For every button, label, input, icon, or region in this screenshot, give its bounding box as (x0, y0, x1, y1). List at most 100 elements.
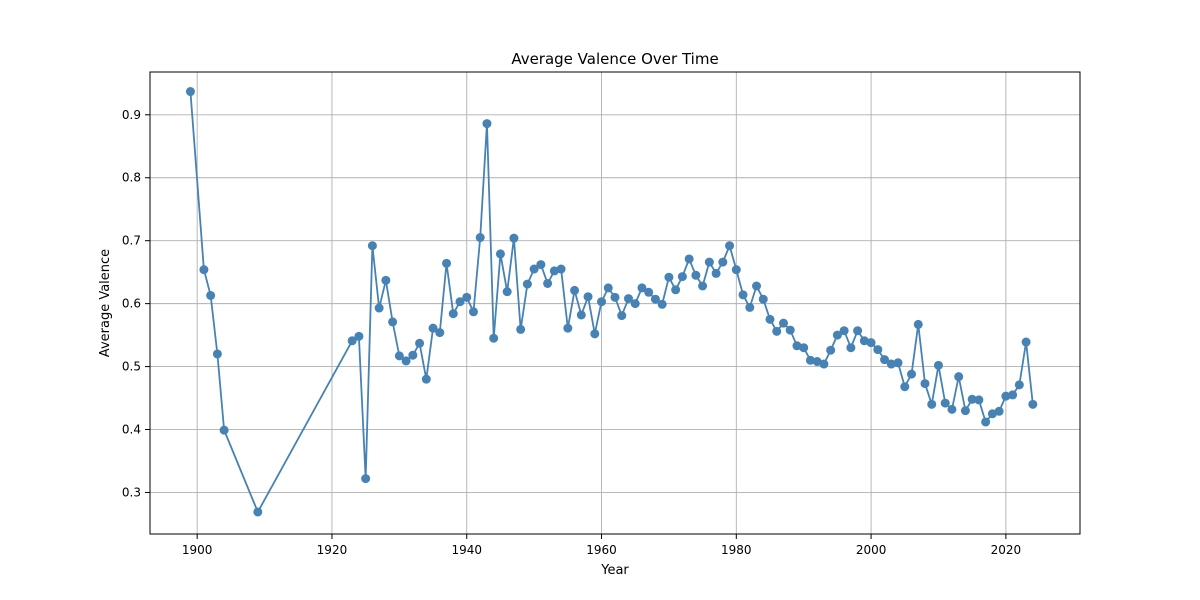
data-point (435, 328, 445, 338)
data-point (219, 425, 229, 435)
data-point (758, 294, 768, 304)
data-point (536, 260, 546, 270)
data-point (253, 507, 263, 517)
data-point (671, 285, 681, 295)
data-point (974, 395, 984, 405)
data-point (772, 326, 782, 336)
data-point (839, 326, 849, 336)
grid-lines (150, 72, 1080, 534)
data-point (421, 374, 431, 384)
y-tick-label: 0.7 (122, 234, 141, 248)
data-point (691, 270, 701, 280)
data-point (583, 292, 593, 302)
axes-layer: 1900 1920 1940 1960 1980 2000 2020 0.3 0.4 0.5 0.6… (122, 108, 1021, 557)
x-tick-label: 2000 (856, 543, 887, 557)
data-point (610, 292, 620, 302)
data-point (556, 264, 566, 274)
x-tick-label: 1920 (317, 543, 348, 557)
y-tick-label: 0.8 (122, 171, 141, 185)
data-point (846, 343, 856, 353)
data-point (570, 285, 580, 295)
data-point (657, 299, 667, 309)
data-point (603, 283, 613, 293)
data-point (354, 331, 364, 341)
data-point (900, 382, 910, 392)
data-point (853, 326, 863, 336)
data-point (960, 406, 970, 416)
data-point (1028, 399, 1038, 409)
data-point (522, 279, 532, 289)
data-point (576, 310, 586, 320)
data-point (725, 241, 735, 251)
data-point (475, 233, 485, 243)
x-axis-label: Year (600, 563, 629, 578)
data-point (866, 338, 876, 348)
data-point (765, 314, 775, 324)
data-point (401, 356, 411, 366)
data-point (826, 345, 836, 355)
y-axis-label: Average Valence (98, 249, 113, 357)
data-point (947, 404, 957, 414)
data-point (677, 272, 687, 282)
data-point (994, 406, 1004, 416)
data-point (873, 345, 883, 355)
data-point (388, 317, 398, 327)
data-point (495, 249, 505, 259)
data-point (489, 333, 499, 343)
data-point (933, 360, 943, 370)
data-point (920, 379, 930, 389)
x-tick-label: 2020 (991, 543, 1022, 557)
data-point (832, 330, 842, 340)
data-point (752, 281, 762, 291)
data-point (859, 336, 869, 346)
data-point (206, 290, 216, 300)
data-point (415, 338, 425, 348)
data-point (880, 355, 890, 365)
y-tick-label: 0.9 (122, 108, 141, 122)
data-point (617, 311, 627, 321)
data-point (367, 241, 377, 251)
y-tick-label: 0.6 (122, 297, 141, 311)
data-point (805, 355, 815, 365)
x-tick-label: 1940 (451, 543, 482, 557)
data-point (442, 258, 452, 268)
data-point (428, 323, 438, 333)
data-point (954, 372, 964, 382)
plot-frame (149, 71, 1081, 535)
x-tick-label: 1960 (586, 543, 617, 557)
data-point (590, 329, 600, 339)
data-point (1008, 390, 1018, 400)
data-point (597, 297, 607, 307)
data-point (381, 275, 391, 285)
data-point (462, 292, 472, 302)
data-point (448, 309, 458, 319)
data-point (940, 398, 950, 408)
x-tick-label: 1980 (721, 543, 752, 557)
y-tick-label: 0.3 (122, 485, 141, 499)
data-point (455, 297, 465, 307)
data-point (361, 474, 371, 484)
data-point (711, 268, 721, 278)
series-layer (185, 87, 1038, 517)
data-point (509, 233, 519, 243)
data-point (907, 369, 917, 379)
data-point (738, 290, 748, 300)
data-point (785, 325, 795, 335)
data-point (718, 257, 728, 267)
data-point (623, 294, 633, 304)
x-tick-label: 1900 (182, 543, 213, 557)
data-point (704, 257, 714, 267)
data-point (543, 278, 553, 288)
data-point (549, 266, 559, 276)
data-point (1001, 391, 1011, 401)
data-point (981, 417, 991, 427)
data-point (502, 287, 512, 297)
data-point (731, 265, 741, 275)
data-point (394, 351, 404, 361)
data-point (347, 336, 357, 346)
data-point (516, 324, 526, 334)
data-point (185, 87, 195, 97)
data-point (684, 254, 694, 264)
data-point (644, 287, 654, 297)
